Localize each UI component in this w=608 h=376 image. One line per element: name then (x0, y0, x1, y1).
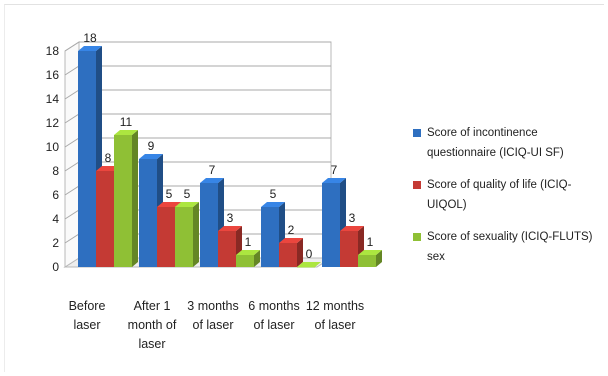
bar-1-3 (279, 238, 303, 267)
legend-label-sexuality: Score of sexuality (ICIQ-FLUTS) sex (427, 231, 593, 263)
legend-item-sexuality: Score of sexuality (ICIQ-FLUTS) sex (413, 227, 603, 267)
x-tick-label-1: After 1 month of laser (127, 299, 177, 351)
bar-2-3 (297, 262, 321, 268)
legend-swatch-sexuality (413, 233, 421, 241)
y-tick-label: 18 (46, 44, 60, 58)
legend-label-quality-of-life: Score of quality of life (ICIQ-UIQOL) (427, 179, 572, 211)
data-label: 3 (349, 211, 356, 225)
y-tick-label: 10 (46, 140, 60, 154)
bar-2-4 (358, 250, 382, 267)
legend-label-incontinence: Score of incontinence questionnaire (ICI… (427, 127, 564, 159)
bar-2-2 (236, 250, 260, 267)
data-label: 5 (270, 187, 277, 201)
data-label: 11 (120, 115, 133, 129)
y-tick-label: 16 (46, 68, 60, 82)
data-label: 8 (105, 151, 112, 165)
x-tick-label-3: 6 months of laser (248, 299, 300, 332)
data-label: 0 (306, 247, 313, 261)
x-tick-label-2: 3 months of laser (187, 299, 239, 332)
data-label: 18 (83, 31, 97, 45)
legend: Score of incontinence questionnaire (ICI… (413, 123, 603, 279)
x-tick-label-0: Before laser (68, 299, 106, 332)
data-label: 1 (245, 235, 252, 249)
legend-swatch-quality-of-life (413, 181, 421, 189)
data-label: 3 (227, 211, 234, 225)
chart-frame: 0 2 4 6 8 10 12 14 16 18 18 8 11 9 5 5 7 3 1 5 2 0 7 3 1 Before … (4, 4, 604, 372)
data-label: 5 (184, 187, 191, 201)
data-label: 7 (331, 163, 338, 177)
data-label: 9 (148, 139, 155, 153)
bar-2-0 (114, 130, 138, 267)
bar-2-1 (175, 202, 199, 267)
legend-item-quality-of-life: Score of quality of life (ICIQ-UIQOL) (413, 175, 603, 215)
data-label: 7 (209, 163, 216, 177)
legend-item-incontinence: Score of incontinence questionnaire (ICI… (413, 123, 603, 163)
legend-swatch-incontinence (413, 129, 421, 137)
plot-side-wall (64, 41, 80, 268)
y-tick-label: 6 (52, 188, 59, 202)
data-label: 2 (288, 223, 295, 237)
y-tick-label: 4 (52, 212, 59, 226)
data-label: 5 (166, 187, 173, 201)
y-tick-label: 14 (46, 92, 60, 106)
data-label: 1 (367, 235, 374, 249)
y-tick-label: 0 (52, 260, 59, 274)
y-tick-label: 12 (46, 116, 60, 130)
gridline (64, 41, 331, 52)
y-tick-label: 2 (52, 236, 59, 250)
x-tick-label-4: 12 months of laser (305, 299, 365, 332)
y-tick-label: 8 (52, 164, 59, 178)
